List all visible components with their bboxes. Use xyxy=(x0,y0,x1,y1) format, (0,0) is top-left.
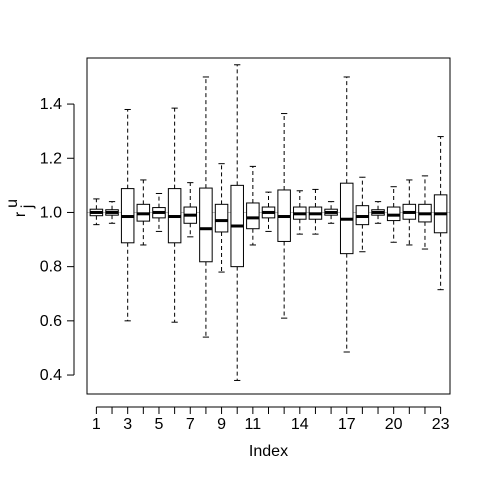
boxes-layer xyxy=(89,64,448,381)
box-19 xyxy=(371,201,385,224)
y-axis-title-superscript: u xyxy=(4,199,21,208)
box-9 xyxy=(214,163,229,273)
plot-frame xyxy=(86,57,451,395)
box-21 xyxy=(402,179,417,246)
box-body xyxy=(214,203,229,233)
box-3 xyxy=(120,108,135,322)
y-tick-label: 0.6 xyxy=(40,313,62,330)
box-16 xyxy=(324,201,338,224)
y-axis-title-subscript: j xyxy=(19,205,36,210)
x-tick-label: 20 xyxy=(385,416,403,433)
box-20 xyxy=(386,186,401,243)
x-axis-title: Index xyxy=(249,443,288,460)
x-tick-label: 11 xyxy=(245,416,262,433)
box-22 xyxy=(418,175,432,250)
box-18 xyxy=(355,176,370,253)
axes-layer: 0.4 0.6 0.8 1.0 1.2 1.4 1 3 5 7 9 11 14 17 20 23 xyxy=(40,96,450,433)
box-14 xyxy=(293,190,307,235)
y-tick-label: 0.4 xyxy=(40,367,62,384)
box-1 xyxy=(89,198,104,226)
x-tick-label: 5 xyxy=(155,416,164,433)
box-4 xyxy=(136,179,151,246)
box-11 xyxy=(246,165,260,246)
x-tick-label: 17 xyxy=(338,416,356,433)
y-axis-title: ruj xyxy=(4,199,36,217)
x-tick-label: 1 xyxy=(92,416,101,433)
box-7 xyxy=(183,182,198,238)
box-15 xyxy=(308,188,323,235)
box-5 xyxy=(152,192,166,232)
y-tick-label: 1.0 xyxy=(40,204,62,221)
box-body xyxy=(199,187,213,263)
x-tick-label: 23 xyxy=(432,416,450,433)
box-17 xyxy=(339,76,354,353)
box-8 xyxy=(199,76,213,338)
box-10 xyxy=(230,64,244,381)
y-tick-label: 0.8 xyxy=(40,259,62,276)
x-tick-label: 7 xyxy=(186,416,195,433)
y-tick-label: 1.2 xyxy=(40,150,62,167)
box-23 xyxy=(433,136,448,291)
box-2 xyxy=(105,201,119,224)
box-6 xyxy=(167,107,182,323)
box-body xyxy=(246,202,260,230)
x-tick-label: 3 xyxy=(123,416,132,433)
x-tick-label: 9 xyxy=(217,416,226,433)
box-13 xyxy=(277,113,291,319)
y-axis-title-base: r xyxy=(12,211,29,217)
y-tick-label: 1.4 xyxy=(40,96,62,113)
box-12 xyxy=(261,191,276,232)
x-tick-label: 14 xyxy=(291,416,309,433)
